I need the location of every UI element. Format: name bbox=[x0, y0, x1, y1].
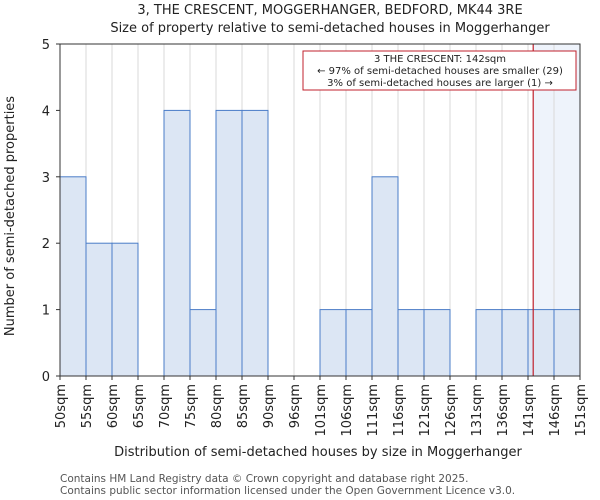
x-tick-label: 146sqm bbox=[548, 384, 563, 437]
bar-121sqm bbox=[423, 309, 451, 377]
y-tick-label: 2 bbox=[42, 237, 50, 252]
chart-title: 3, THE CRESCENT, MOGGERHANGER, BEDFORD, … bbox=[137, 3, 522, 18]
x-tick-label: 85sqm bbox=[236, 384, 251, 428]
y-axis-ticks: 0 1 2 3 4 5 bbox=[42, 38, 60, 385]
y-tick-label: 5 bbox=[42, 38, 50, 53]
x-tick-label: 121sqm bbox=[418, 384, 433, 437]
x-tick-label: 50sqm bbox=[54, 384, 69, 428]
y-tick-label: 3 bbox=[42, 171, 50, 186]
bar-75sqm bbox=[189, 309, 217, 377]
x-tick-label: 70sqm bbox=[158, 384, 173, 428]
x-axis-ticks: 50sqm 55sqm 60sqm 65sqm 70sqm 75sqm 80sqm 85sqm… bbox=[54, 376, 589, 437]
x-tick-label: 116sqm bbox=[392, 384, 407, 437]
bar-55sqm bbox=[85, 242, 113, 377]
bar-136sqm bbox=[501, 309, 529, 377]
x-tick-label: 75sqm bbox=[184, 384, 199, 428]
x-axis-label: Distribution of semi-detached houses by … bbox=[114, 445, 522, 460]
chart-subtitle: Size of property relative to semi-detach… bbox=[110, 21, 550, 36]
bar-85sqm bbox=[241, 109, 269, 377]
annotation-box: 3 THE CRESCENT: 142sqm ← 97% of semi-det… bbox=[302, 50, 577, 91]
bar-146sqm bbox=[553, 309, 581, 377]
bar-141sqm bbox=[527, 309, 555, 377]
y-tick-label: 4 bbox=[42, 104, 50, 119]
annotation-line-1: 3 THE CRESCENT: 142sqm bbox=[374, 54, 506, 65]
x-tick-label: 151sqm bbox=[574, 384, 589, 437]
x-tick-label: 96sqm bbox=[288, 384, 303, 428]
x-tick-label: 60sqm bbox=[106, 384, 121, 428]
bar-70sqm bbox=[163, 109, 191, 377]
bar-116sqm bbox=[397, 309, 425, 377]
bar-101sqm bbox=[319, 309, 347, 377]
x-tick-label: 55sqm bbox=[80, 384, 95, 428]
x-tick-label: 111sqm bbox=[366, 384, 381, 437]
bar-106sqm bbox=[345, 309, 373, 377]
bar-131sqm bbox=[475, 309, 503, 377]
bar-111sqm bbox=[371, 176, 399, 377]
annotation-line-2: ← 97% of semi-detached houses are smalle… bbox=[317, 66, 563, 77]
x-tick-label: 141sqm bbox=[522, 384, 537, 437]
x-tick-label: 101sqm bbox=[314, 384, 329, 437]
x-tick-label: 131sqm bbox=[470, 384, 485, 437]
footer-line-1: Contains HM Land Registry data © Crown c… bbox=[60, 473, 468, 485]
bars bbox=[59, 109, 581, 377]
footer-line-2: Contains public sector information licen… bbox=[60, 485, 515, 497]
y-axis-label: Number of semi-detached properties bbox=[3, 96, 18, 336]
x-tick-label: 65sqm bbox=[132, 384, 147, 428]
annotation-frame bbox=[302, 50, 577, 91]
x-tick-label: 106sqm bbox=[340, 384, 355, 437]
x-tick-label: 136sqm bbox=[496, 384, 511, 437]
x-tick-label: 80sqm bbox=[210, 384, 225, 428]
bar-80sqm bbox=[215, 109, 243, 377]
x-tick-label: 126sqm bbox=[444, 384, 459, 437]
bar-60sqm bbox=[111, 242, 139, 377]
y-tick-label: 1 bbox=[42, 304, 50, 319]
x-tick-label: 90sqm bbox=[262, 384, 277, 428]
y-tick-label: 0 bbox=[42, 370, 50, 385]
annotation-line-3: 3% of semi-detached houses are larger (1… bbox=[327, 78, 553, 89]
bar-50sqm bbox=[59, 176, 87, 377]
